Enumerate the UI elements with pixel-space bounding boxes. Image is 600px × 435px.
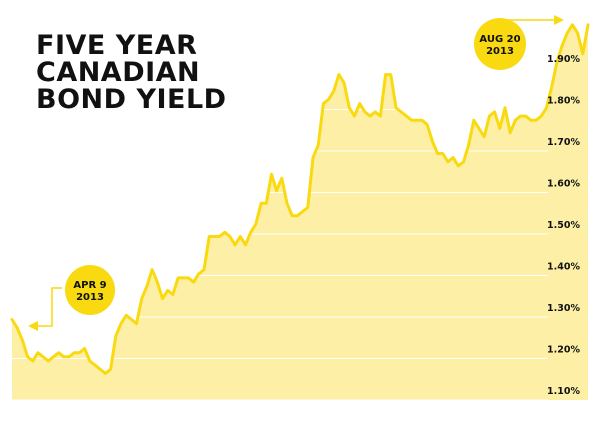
- yield-area-fill: [12, 24, 588, 401]
- annotation-end-date: AUG 20: [479, 34, 520, 45]
- arrow-left-icon: [28, 321, 38, 331]
- y-tick-label: 1.90%: [547, 54, 580, 65]
- grid-overlay: [12, 67, 548, 401]
- y-tick-label: 1.60%: [547, 179, 580, 190]
- annotation-start-leader: [36, 287, 62, 327]
- y-tick-label: 1.70%: [547, 137, 580, 148]
- y-tick-label: 1.80%: [547, 96, 580, 107]
- chart-title-line-2: CANADIAN: [36, 57, 201, 88]
- chart-title-line-3: BOND YIELD: [36, 84, 227, 115]
- annotation-start-badge: [65, 265, 115, 315]
- y-tick-label: 1.40%: [547, 262, 580, 273]
- annotation-end-badge: [474, 18, 526, 70]
- yield-line: [10, 23, 590, 375]
- annotation-start-date: APR 9: [73, 280, 106, 291]
- chart-title-line-1: FIVE YEAR: [36, 30, 198, 61]
- y-tick-label: 1.20%: [547, 345, 580, 356]
- y-tick-label: 1.10%: [547, 386, 580, 397]
- annotation-start-year: 2013: [76, 292, 104, 303]
- yield-area: [10, 23, 590, 401]
- y-tick-label: 1.30%: [547, 303, 580, 314]
- y-tick-label: 1.50%: [547, 220, 580, 231]
- arrow-right-icon: [554, 15, 564, 25]
- annotation-end-year: 2013: [486, 46, 514, 57]
- chart-title: FIVE YEAR CANADIAN BOND YIELD: [36, 32, 227, 113]
- y-axis-ticks: 1.10% 1.20% 1.30% 1.40% 1.50% 1.60% 1.70% 1.80%…: [547, 54, 580, 397]
